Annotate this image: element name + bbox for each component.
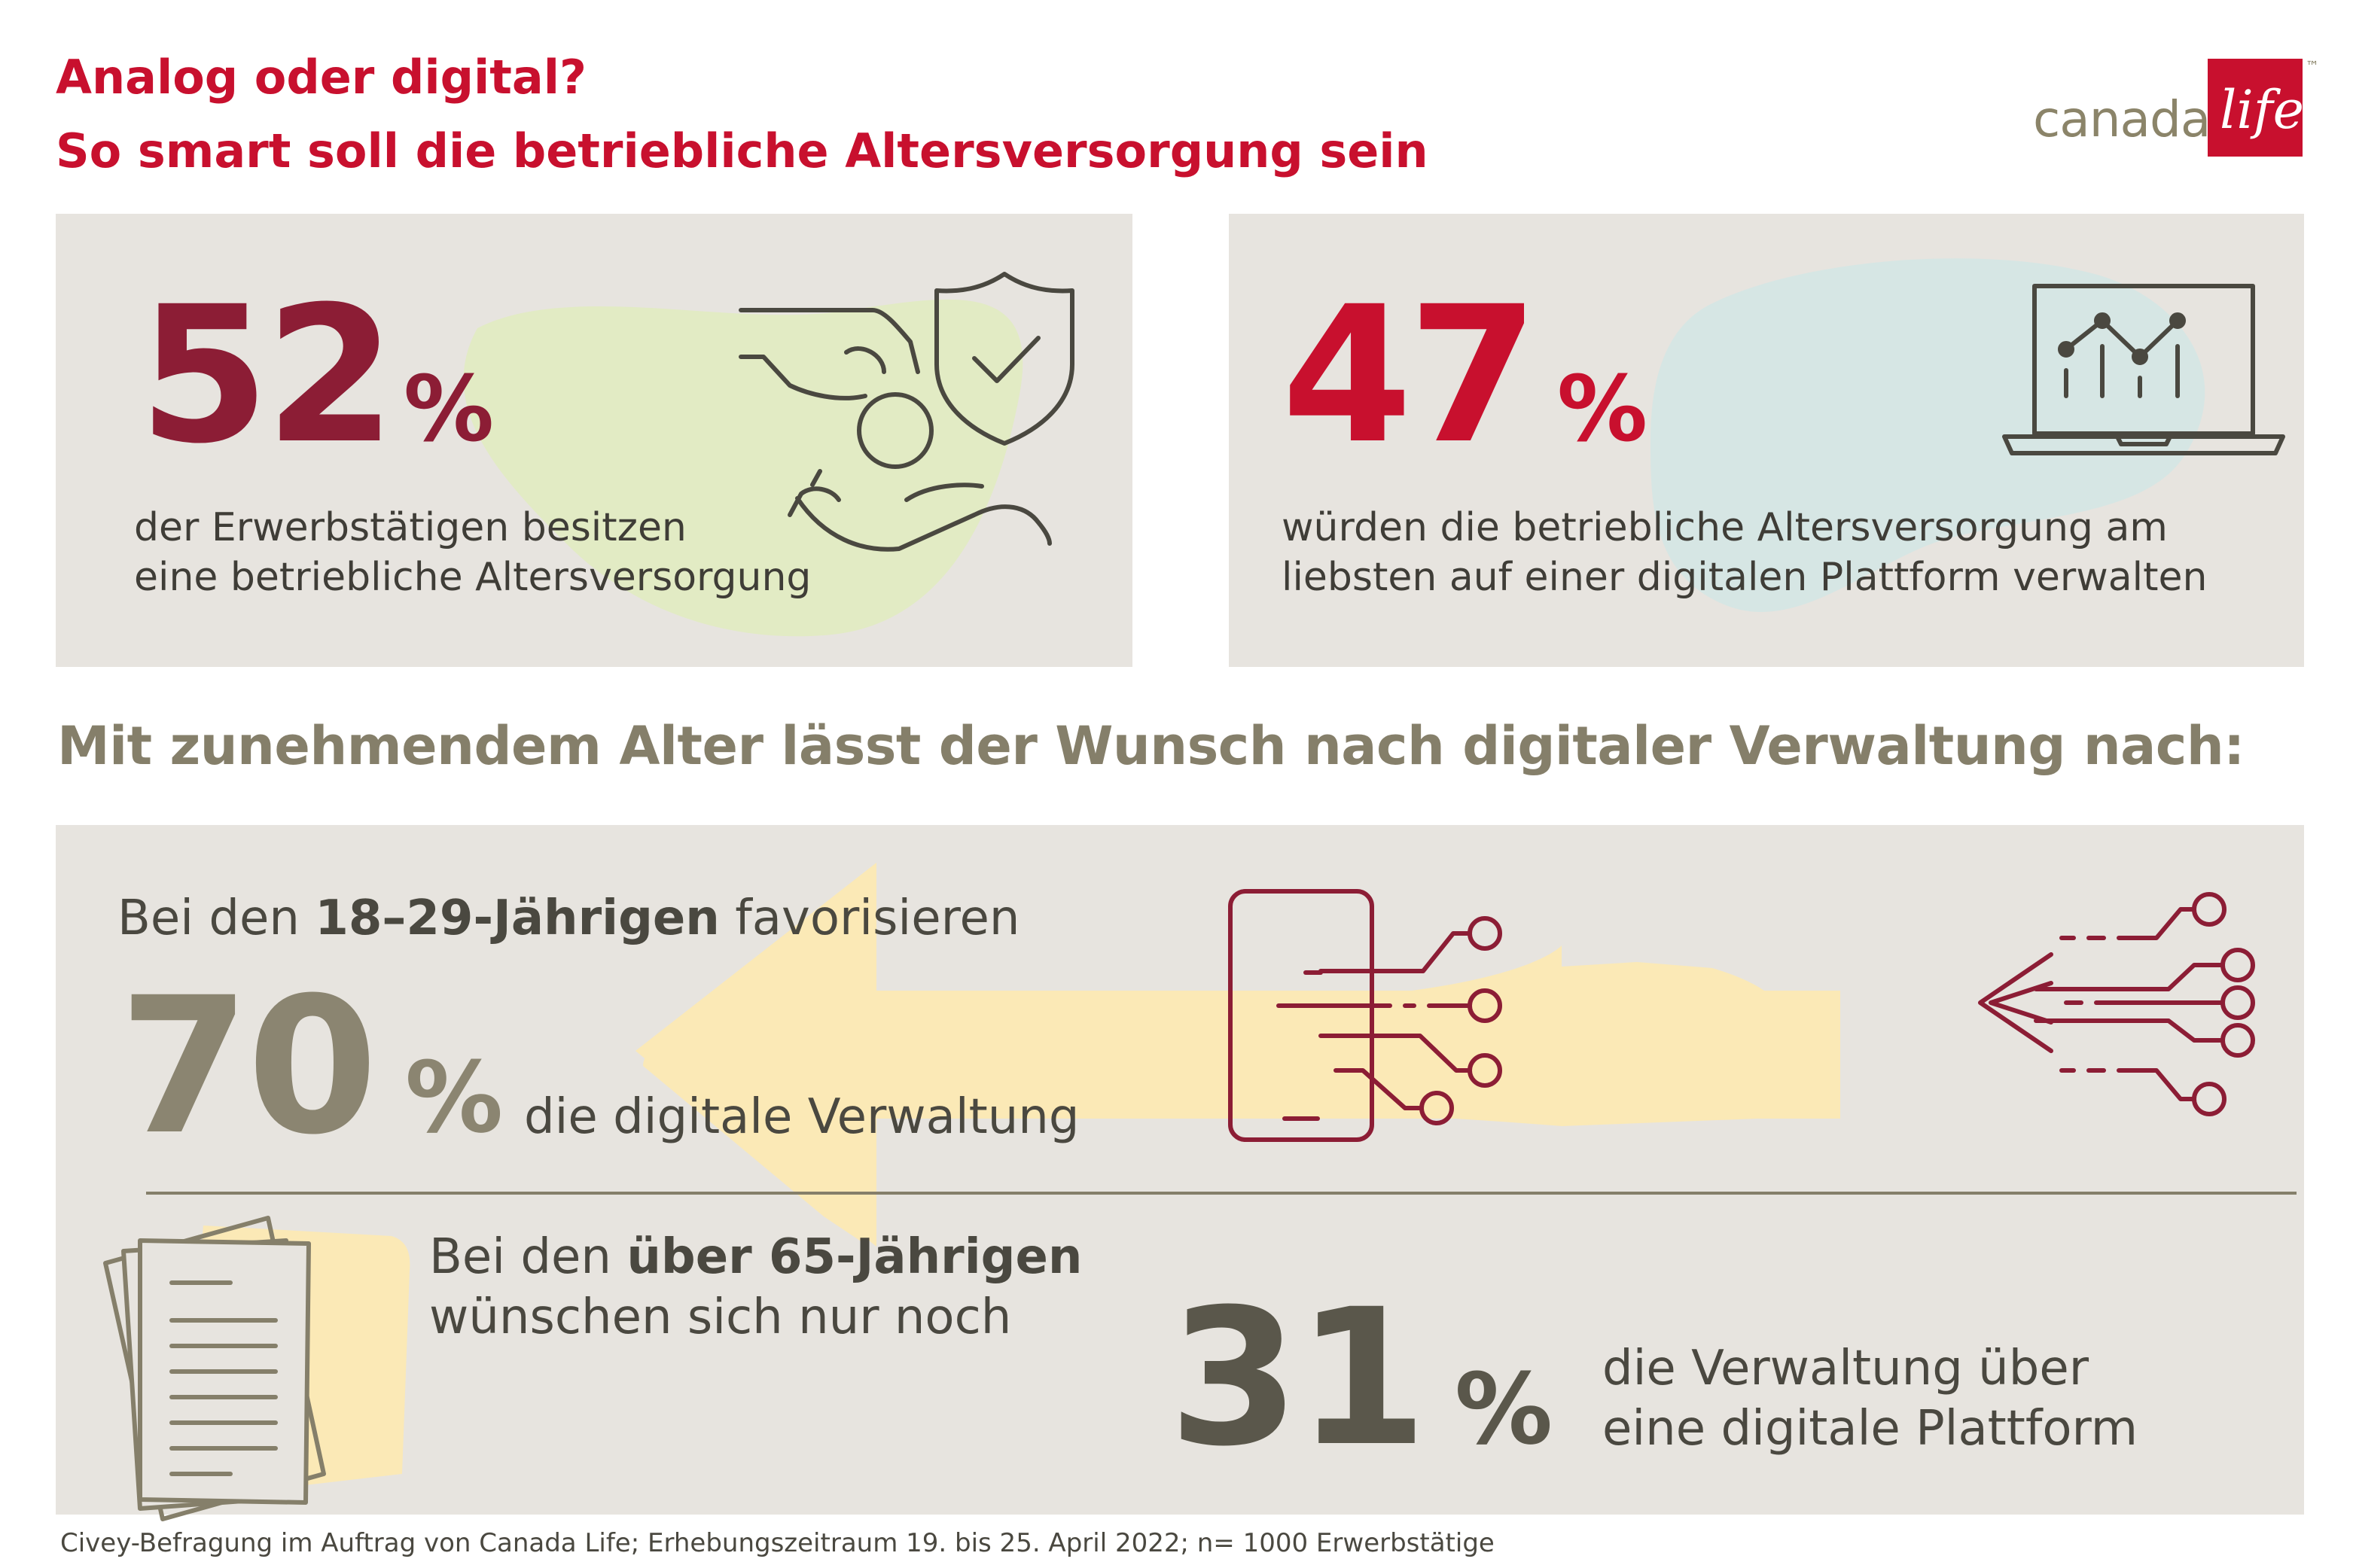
stat-description: würden die betriebliche Altersversorgung… [1282,503,2207,602]
stat-value-52: 52% [139,282,494,470]
stat-panel-52: 52% der Erwerbstätigen besitzen eine bet… [56,214,1132,667]
young-prefix: Bei den [117,891,315,946]
old-prefix: Bei den [429,1229,627,1285]
arrow-circuit-icon [1978,892,2255,1116]
young-value: 70% [119,973,503,1161]
percent-sign: % [1454,1352,1553,1466]
logo-box [2208,59,2303,157]
page-title: Analog oder digital? So smart soll die b… [56,41,1428,188]
green-blob [463,299,1023,637]
source-footnote: Civey-Befragung im Auftrag von Canada Li… [60,1528,1495,1558]
young-group: 18–29-Jährigen [315,891,720,946]
old-group-heading: Bei den über 65-Jährigen wünschen sich n… [429,1227,1082,1347]
young-description: die digitale Verwaltung [524,1089,1080,1145]
canada-life-logo: canada life ™ [2033,59,2327,164]
old-line-b: eine digitale Plattform [1602,1401,2138,1457]
percent-sign: % [404,1040,504,1155]
percent-sign: % [1556,358,1648,462]
young-group-heading: Bei den 18–29-Jährigen favorisieren [117,888,1020,948]
logo-script: life [2220,79,2305,141]
stat-description: der Erwerbstätigen besitzen eine betrieb… [134,503,811,602]
old-number: 31 [1169,1268,1428,1487]
paper-documents-icon [103,1216,410,1521]
old-group: über 65-Jährigen [626,1229,1083,1285]
divider [146,1192,2297,1195]
age-panel: Bei den 18–29-Jährigen favorisieren 70% … [56,825,2304,1521]
yellow-arrow [635,863,1840,1247]
young-number: 70 [119,957,378,1176]
stat-panel-47: 47% würden die betriebliche Altersversor… [1229,214,2304,667]
stat-line-2: eine betriebliche Altersversorgung [134,555,812,600]
stat-number: 52 [139,266,396,485]
percent-sign: % [403,358,495,462]
hand-coin-shield-icon [739,272,1074,552]
logo-word: canada [2033,90,2211,148]
stat-line-1: würden die betriebliche Altersversorgung… [1282,505,2168,550]
laptop-chart-icon [2002,284,2285,455]
stat-line-2: liebsten auf einer digitalen Plattform v… [1282,555,2208,600]
old-line-a: die Verwaltung über [1602,1341,2089,1396]
old-line-2: wünschen sich nur noch [429,1289,1012,1345]
smartphone-circuit-icon [1228,889,1502,1142]
old-value: 31% [1169,1284,1553,1472]
old-description: die Verwaltung über eine digitale Plattf… [1602,1338,2138,1459]
stat-value-47: 47% [1282,282,1647,470]
logo-trademark: ™ [2306,59,2319,75]
section-subheading: Mit zunehmendem Alter lässt der Wunsch n… [57,715,2245,777]
title-line-2: So smart soll die betriebliche Altersver… [56,123,1428,178]
young-suffix: favorisieren [719,891,1020,946]
title-line-1: Analog oder digital? [56,50,587,105]
stat-line-1: der Erwerbstätigen besitzen [134,505,687,550]
stat-number: 47 [1282,266,1539,485]
